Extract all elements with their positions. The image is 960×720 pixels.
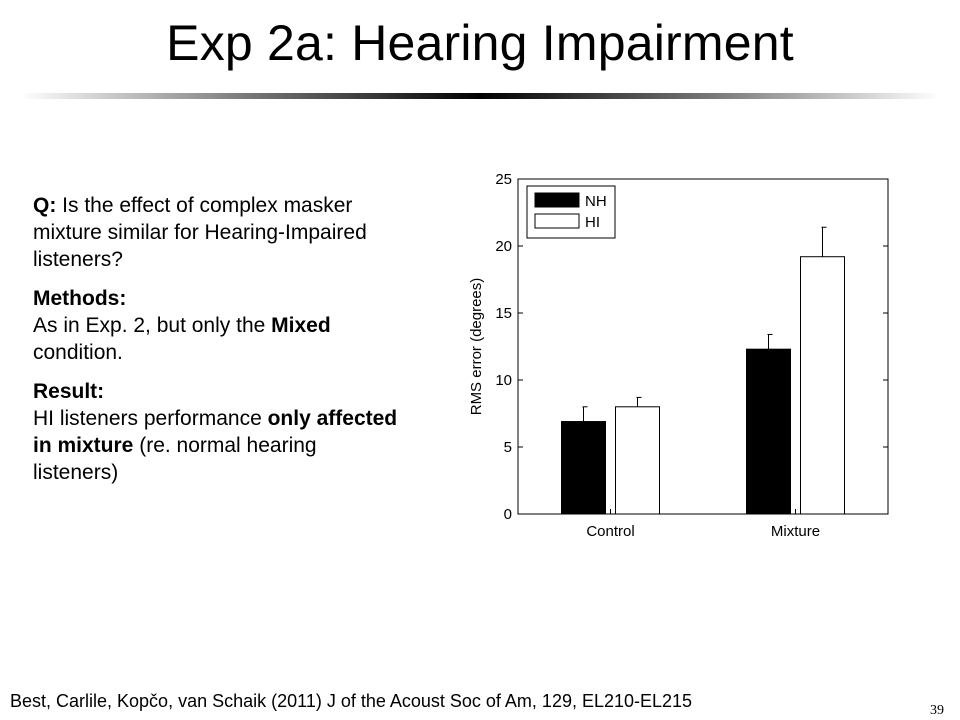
question-text: Is the effect of complex masker mixture … <box>33 194 367 271</box>
title-divider <box>20 93 940 99</box>
page-number: 39 <box>930 703 944 718</box>
result-paragraph: Result: HI listeners performance only af… <box>33 378 403 486</box>
y-axis-label: RMS error (degrees) <box>468 278 485 416</box>
legend-swatch-hi <box>534 213 580 229</box>
bar-nh-control <box>561 421 606 515</box>
bar-hi-control <box>615 406 660 515</box>
x-tick-label: Mixture <box>771 523 820 540</box>
methods-label: Methods: <box>33 287 127 310</box>
result-bold: only affected in mixture <box>33 407 398 457</box>
methods-bold: Mixed <box>271 314 331 337</box>
citation: Best, Carlile, Kopčo, van Schaik (2011) … <box>10 691 693 711</box>
legend-label-nh: NH <box>585 193 607 210</box>
slide-text: Q: Is the effect of complex masker mixtu… <box>33 192 403 498</box>
y-tick-label: 25 <box>495 171 512 188</box>
result-text-2: (re. normal hearing listeners) <box>33 434 317 484</box>
result-label: Result: <box>33 380 105 403</box>
bar-nh-mixture <box>746 348 791 515</box>
y-tick-label: 5 <box>504 439 512 456</box>
plot-area-frame <box>517 178 889 515</box>
y-tick-label: 20 <box>495 238 512 255</box>
x-tick-label: Control <box>586 523 634 540</box>
methods-paragraph: Methods: As in Exp. 2, but only the Mixe… <box>33 285 403 366</box>
legend-label-hi: HI <box>585 214 600 231</box>
question-paragraph: Q: Is the effect of complex masker mixtu… <box>33 192 403 273</box>
slide-title: Exp 2a: Hearing Impairment <box>166 15 794 71</box>
legend-swatch-nh <box>534 192 580 208</box>
y-tick-label: 0 <box>504 506 512 523</box>
y-tick-label: 15 <box>495 305 512 322</box>
result-text-1: HI listeners performance <box>33 407 262 430</box>
y-tick-label: 10 <box>495 372 512 389</box>
methods-text-2: condition. <box>33 341 123 364</box>
bar-hi-mixture <box>800 256 845 515</box>
methods-text-1: As in Exp. 2, but only the <box>33 314 266 337</box>
rms-error-bar-chart: 0 5 10 15 20 25 RMS error (degrees) Control Mixt… <box>468 171 889 540</box>
question-label: Q: <box>33 194 57 217</box>
